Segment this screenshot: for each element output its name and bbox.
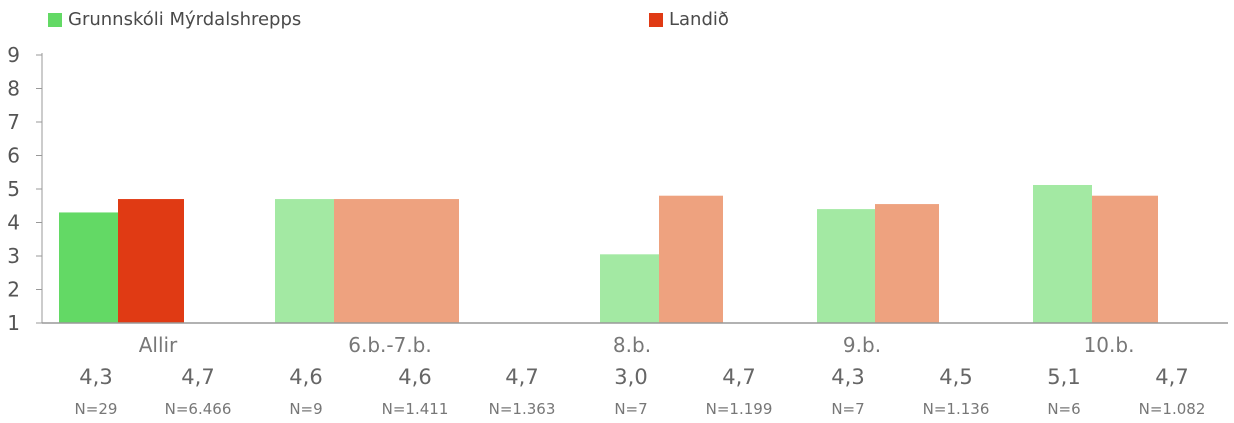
legend-label-school: Grunnskóli Mýrdalshrepps (68, 9, 302, 30)
n-label-7: N=7 (831, 400, 864, 418)
bar-school-0 (59, 212, 118, 323)
n-label-8: N=1.136 (923, 400, 990, 418)
y-tick-label-1: 1 (7, 311, 20, 335)
value-label-8: 4,5 (939, 365, 972, 389)
legend-item-country[interactable]: Landið (649, 9, 729, 30)
value-label-5: 3,0 (614, 365, 647, 389)
legend-swatch-school (48, 12, 62, 27)
value-label-0: 4,3 (79, 365, 112, 389)
value-label-10: 4,7 (1155, 365, 1188, 389)
n-label-10: N=1.082 (1139, 400, 1206, 418)
category-label-2: 8.b. (613, 333, 651, 357)
value-label-2: 4,6 (289, 365, 322, 389)
bar-school-4 (1033, 184, 1092, 323)
category-label-0: Allir (139, 333, 178, 357)
y-tick-label-8: 8 (7, 77, 20, 101)
n-label-6: N=1.199 (706, 400, 773, 418)
category-label-4: 10.b. (1084, 333, 1135, 357)
bar-school-3 (817, 209, 875, 323)
bar-country-0 (118, 199, 184, 323)
bar-country-2 (659, 195, 723, 323)
y-tick-label-6: 6 (7, 144, 20, 168)
value-label-1: 4,7 (181, 365, 214, 389)
y-tick-label-7: 7 (7, 110, 20, 134)
y-tick-label-3: 3 (7, 244, 20, 268)
y-tick-label-4: 4 (7, 211, 20, 235)
n-label-2: N=9 (289, 400, 322, 418)
n-label-3: N=1.411 (382, 400, 449, 418)
category-label-3: 9.b. (843, 333, 881, 357)
value-label-3: 4,6 (398, 365, 431, 389)
legend-item-school[interactable]: Grunnskóli Mýrdalshrepps (48, 9, 301, 30)
category-label-1: 6.b.-7.b. (348, 333, 432, 357)
n-label-5: N=7 (614, 400, 647, 418)
bar-country-4 (1092, 195, 1158, 323)
legend-swatch-country (649, 12, 663, 27)
n-label-1: N=6.466 (165, 400, 232, 418)
y-tick-label-2: 2 (7, 278, 20, 302)
legend-label-country: Landið (669, 9, 729, 30)
y-tick-label-5: 5 (7, 177, 20, 201)
y-tick-label-9: 9 (7, 43, 20, 67)
value-label-9: 5,1 (1047, 365, 1080, 389)
bar-country-1 (334, 199, 459, 323)
bar-school-2 (600, 254, 659, 323)
bar-school-1 (275, 199, 334, 323)
bar-country-3 (875, 204, 939, 323)
value-label-4: 4,7 (505, 365, 538, 389)
value-label-7: 4,3 (831, 365, 864, 389)
value-label-6: 4,7 (722, 365, 755, 389)
n-label-4: N=1.363 (489, 400, 556, 418)
n-label-9: N=6 (1047, 400, 1080, 418)
n-label-0: N=29 (75, 400, 118, 418)
